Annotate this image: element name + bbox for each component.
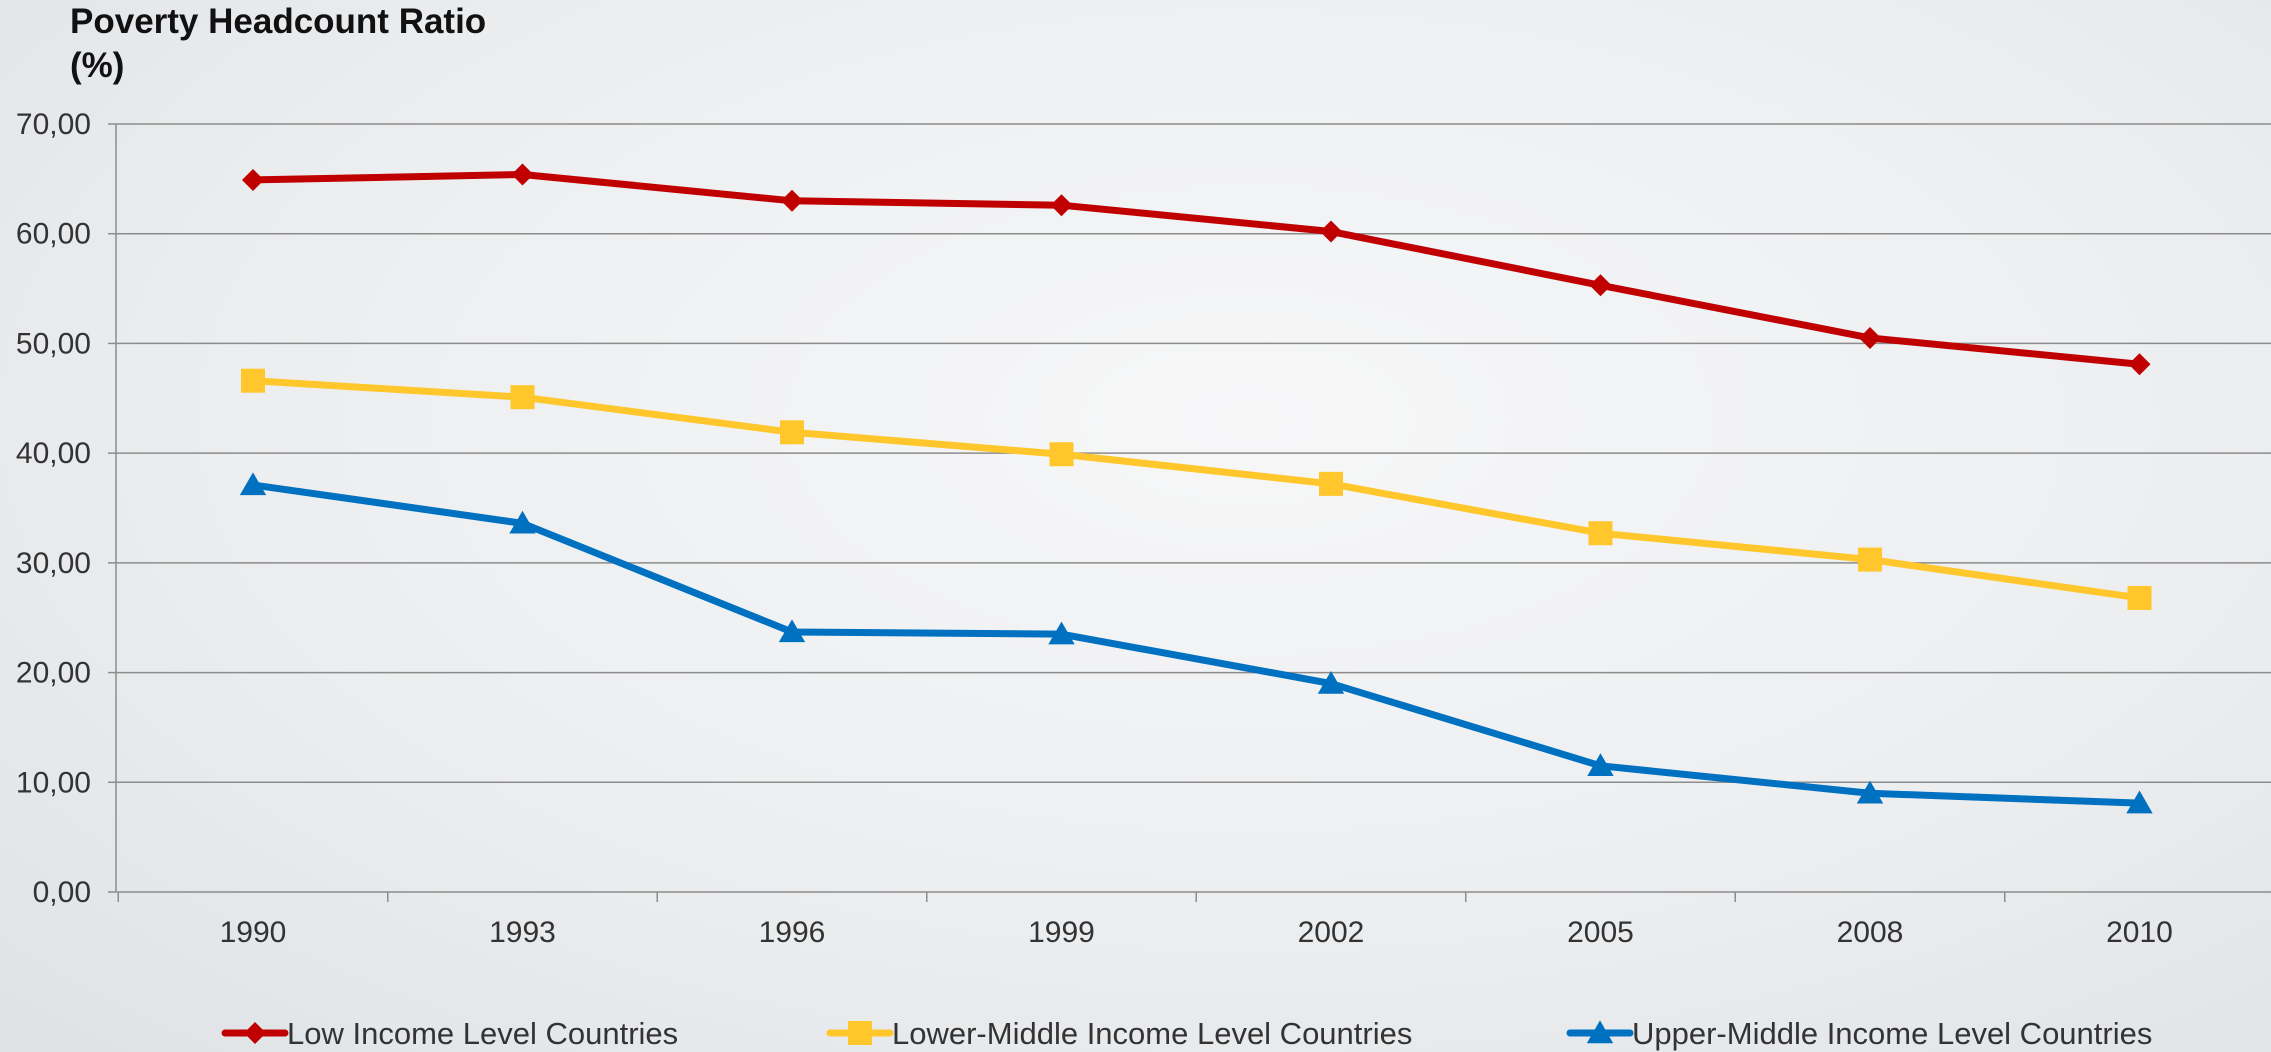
x-tick-label: 2008 bbox=[1837, 916, 1904, 949]
axes bbox=[108, 123, 2271, 902]
series-2 bbox=[241, 368, 2152, 610]
legend-label: Lower-Middle Income Level Countries bbox=[892, 1016, 1412, 1051]
y-tick-label: 40,00 bbox=[16, 437, 91, 470]
y-tick-label: 60,00 bbox=[16, 218, 91, 251]
data-point bbox=[2128, 353, 2151, 376]
x-tick-label: 1993 bbox=[489, 916, 556, 949]
legend-entry: Upper-Middle Income Level Countries bbox=[1566, 1016, 2152, 1051]
legend-swatch-marker bbox=[1586, 1020, 1614, 1044]
x-tick-label: 1990 bbox=[220, 916, 287, 949]
data-point bbox=[1317, 670, 1345, 694]
legend-entry: Low Income Level Countries bbox=[221, 1016, 678, 1051]
data-point bbox=[1856, 780, 1884, 804]
y-axis-title: Poverty Headcount Ratio (%) bbox=[70, 2, 487, 85]
legend: Low Income Level Countries Lower-Middle I… bbox=[221, 1016, 2152, 1051]
data-point bbox=[781, 189, 803, 212]
x-tick-label: 1996 bbox=[759, 916, 826, 949]
legend-label: Upper-Middle Income Level Countries bbox=[1632, 1016, 2152, 1051]
data-point bbox=[2126, 790, 2153, 814]
data-point bbox=[1587, 753, 1614, 777]
y-tick-label: 30,00 bbox=[16, 547, 91, 580]
y-tick-label: 70,00 bbox=[16, 108, 91, 141]
data-point bbox=[241, 368, 265, 393]
x-tick-label: 2010 bbox=[2106, 916, 2173, 949]
legend-swatch-marker bbox=[848, 1021, 872, 1045]
series-lines bbox=[239, 163, 2153, 814]
data-point bbox=[2127, 585, 2152, 610]
data-point bbox=[778, 619, 806, 643]
data-point bbox=[1048, 621, 1075, 645]
series-line bbox=[249, 377, 2143, 602]
y-tick-labels: 0,00 10,00 20,00 30,00 40,00 50,00 60,00 70,00 bbox=[16, 108, 91, 909]
y-tick-label: 0,00 bbox=[33, 876, 91, 909]
data-point bbox=[1589, 274, 1612, 297]
legend-entry: Lower-Middle Income Level Countries bbox=[826, 1016, 1412, 1051]
data-point bbox=[242, 168, 264, 191]
series-1 bbox=[242, 163, 2151, 376]
data-point bbox=[1320, 220, 1342, 243]
data-point bbox=[510, 385, 535, 410]
data-point bbox=[511, 163, 534, 186]
data-point bbox=[239, 472, 267, 496]
y-tick-label: 20,00 bbox=[16, 657, 91, 690]
legend-label: Low Income Level Countries bbox=[287, 1016, 678, 1051]
x-tick-label: 2002 bbox=[1298, 916, 1365, 949]
series-3 bbox=[239, 472, 2153, 814]
series-line bbox=[249, 170, 2143, 368]
y-tick-label: 50,00 bbox=[16, 327, 91, 360]
data-point bbox=[1858, 547, 1882, 572]
data-point bbox=[1050, 194, 1073, 217]
y-tick-label: 10,00 bbox=[16, 766, 91, 799]
x-tick-labels: 1990 1993 1996 1999 2002 2005 2008 2010 bbox=[220, 916, 2173, 949]
data-point bbox=[1049, 442, 1074, 467]
data-point bbox=[780, 420, 804, 445]
gridlines bbox=[116, 123, 2271, 784]
x-tick-label: 1999 bbox=[1028, 916, 1095, 949]
data-point bbox=[1588, 521, 1613, 546]
x-tick-label: 2005 bbox=[1567, 916, 1634, 949]
data-point bbox=[509, 510, 536, 534]
data-point bbox=[1859, 326, 1881, 349]
legend-swatch-marker bbox=[244, 1022, 266, 1044]
series-line bbox=[249, 481, 2143, 807]
data-point bbox=[1319, 471, 1343, 496]
